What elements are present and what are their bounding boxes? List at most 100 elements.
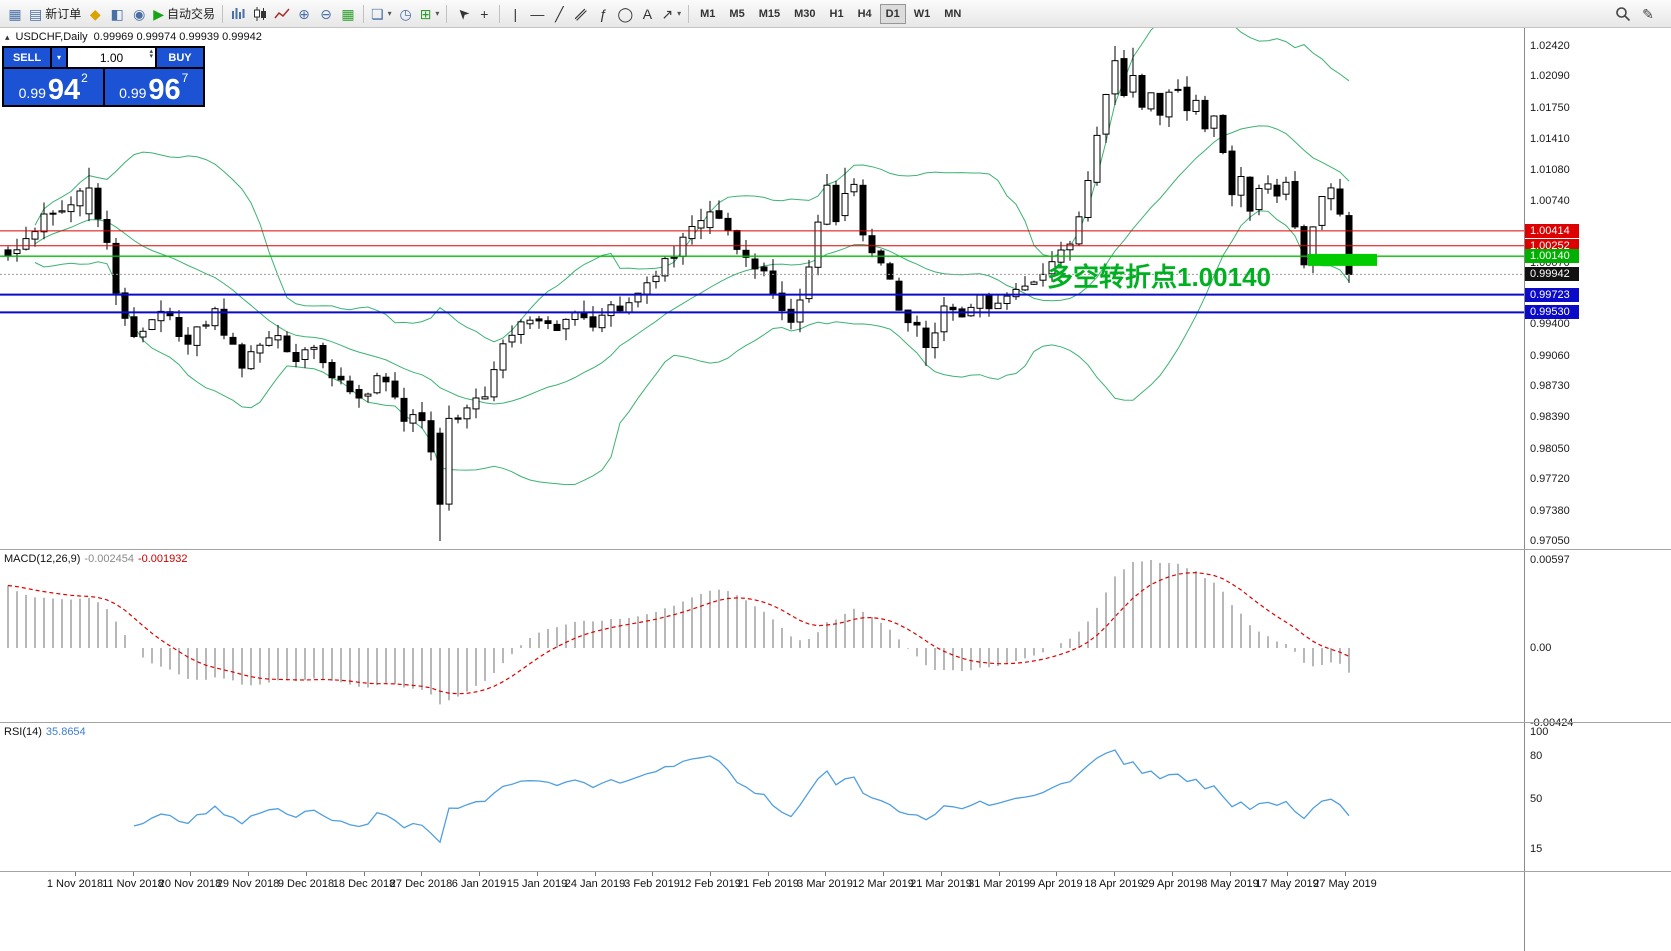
time-axis-tick xyxy=(1230,872,1231,876)
vertical-line-button[interactable]: | xyxy=(504,3,526,25)
price-axis[interactable]: 1.02420 1.02090 1.01750 1.01410 1.01080 1.007… xyxy=(1524,28,1671,951)
buy-price-button[interactable]: 0.99 96 7 xyxy=(104,69,203,105)
sell-button[interactable]: SELL xyxy=(4,48,50,67)
candle xyxy=(148,319,156,331)
candle xyxy=(616,305,624,312)
timeframe-mn-button[interactable]: MN xyxy=(944,7,962,20)
candle xyxy=(76,190,84,207)
candle xyxy=(1255,188,1263,211)
date-label: 12 Feb 2019 xyxy=(679,878,741,890)
horizontal-lines-layer xyxy=(0,230,1524,314)
date-label: 3 Feb 2019 xyxy=(624,878,680,890)
navigator-button[interactable]: ◉ xyxy=(128,3,150,25)
volume-value: 1.00 xyxy=(99,50,124,65)
line-chart-button[interactable] xyxy=(271,3,293,25)
period-button[interactable]: ◷ xyxy=(395,3,417,25)
highlight-rectangle[interactable] xyxy=(1308,253,1377,266)
volume-down-icon[interactable]: ▾ xyxy=(149,52,153,60)
main-chart-canvas[interactable] xyxy=(0,28,1524,549)
pivot-annotation[interactable]: 多空转折点1.00140 xyxy=(1047,262,1271,292)
volume-up-icon[interactable]: ▴ xyxy=(149,48,153,55)
candle xyxy=(490,369,498,398)
horizontal-line-button[interactable]: — xyxy=(526,3,548,25)
candle xyxy=(904,309,912,324)
candle xyxy=(1336,188,1344,215)
one-click-collapse-button[interactable]: ▴ xyxy=(5,31,10,42)
market-watch-button[interactable]: ◆ xyxy=(84,3,106,25)
volume-stepper[interactable]: ▴ ▾ xyxy=(149,48,153,60)
timeframe-m15-button[interactable]: M15 xyxy=(758,7,781,20)
candle xyxy=(1246,176,1254,212)
candle xyxy=(670,256,678,259)
candle xyxy=(481,396,489,400)
candlestick-chart-button[interactable] xyxy=(249,3,271,25)
candle xyxy=(301,349,309,360)
buy-button[interactable]: BUY xyxy=(157,48,203,67)
zoom-in-button[interactable]: ⊕ xyxy=(293,3,315,25)
candle xyxy=(931,332,939,349)
timeframe-m5-button[interactable]: M5 xyxy=(729,7,745,20)
rsi-panel-canvas[interactable] xyxy=(0,723,1524,871)
candle xyxy=(1138,75,1146,108)
timeframe-h1-button[interactable]: H1 xyxy=(829,7,844,20)
time-axis-tick xyxy=(190,872,191,876)
search-button[interactable] xyxy=(1612,3,1634,25)
candle xyxy=(535,318,543,322)
candle xyxy=(607,304,615,317)
indicators-icon: ⊞ xyxy=(419,5,432,22)
date-label: 12 Mar 2019 xyxy=(852,878,914,890)
arrow-tool-button[interactable]: ↗ ▾ xyxy=(658,3,684,25)
time-axis[interactable]: 1 Nov 2018 11 Nov 2018 20 Nov 2018 29 Nov 2… xyxy=(0,872,1524,898)
data-window-button[interactable]: ◧ xyxy=(106,3,128,25)
zoom-out-button[interactable]: ⊖ xyxy=(315,3,337,25)
candle xyxy=(1219,114,1227,153)
candle xyxy=(193,326,201,346)
panel-separator[interactable] xyxy=(0,722,1671,723)
channel-button[interactable]: ∥ xyxy=(570,3,592,25)
fibonacci-button[interactable]: ƒ xyxy=(592,3,614,25)
auto-trading-button[interactable]: ▶ 自动交易 xyxy=(150,3,218,25)
grid-button[interactable]: ▦ xyxy=(337,3,359,25)
candle xyxy=(841,193,849,217)
candle xyxy=(652,275,660,283)
candle xyxy=(1174,88,1182,91)
macd-panel-canvas[interactable] xyxy=(0,550,1524,722)
candle xyxy=(1210,115,1218,129)
candle xyxy=(256,344,264,354)
candle xyxy=(220,308,228,336)
sell-price-button[interactable]: 0.99 94 2 xyxy=(4,69,103,105)
candle xyxy=(283,335,291,353)
time-axis-tick xyxy=(1287,872,1288,876)
date-label: 15 Jan 2019 xyxy=(506,878,568,890)
panel-separator[interactable] xyxy=(0,549,1671,550)
candle xyxy=(778,292,786,312)
timeframe-m1-button[interactable]: M1 xyxy=(700,7,716,20)
price-axis-label: 1.01750 xyxy=(1530,102,1570,114)
panel-separator[interactable] xyxy=(0,871,1671,872)
edit-button[interactable]: ✎ xyxy=(1637,3,1659,25)
date-label: 18 Dec 2018 xyxy=(332,878,396,890)
timeframe-w1-button[interactable]: W1 xyxy=(913,7,931,20)
timeframe-d1-button[interactable]: D1 xyxy=(879,3,906,24)
trendline-button[interactable]: ╱ xyxy=(548,3,570,25)
ellipse-button[interactable]: ◯ xyxy=(614,3,636,25)
timeframe-h4-button[interactable]: H4 xyxy=(857,7,872,20)
new-chart-button[interactable]: ▦ xyxy=(4,3,26,25)
candle xyxy=(175,317,183,337)
new-order-button[interactable]: ▤ 新订单 xyxy=(26,3,84,25)
tile-windows-button[interactable]: ❏ ▾ xyxy=(368,3,395,25)
indicators-button[interactable]: ⊞ ▾ xyxy=(417,3,443,25)
time-axis-tick xyxy=(595,872,596,876)
cursor-button[interactable]: ➤ xyxy=(451,3,473,25)
bar-chart-button[interactable] xyxy=(227,3,249,25)
text-button[interactable]: A xyxy=(636,3,658,25)
timeframe-m30-button[interactable]: M30 xyxy=(794,7,816,20)
volume-input[interactable]: 1.00 ▴ ▾ xyxy=(68,48,155,67)
new-chart-icon: ▦ xyxy=(8,5,22,22)
price-axis-label: 1.01080 xyxy=(1530,164,1570,176)
toolbar-separator xyxy=(499,4,501,23)
crosshair-button[interactable]: + xyxy=(473,3,495,25)
order-type-dropdown[interactable]: ▾ xyxy=(52,48,66,67)
time-axis-tick xyxy=(1056,872,1057,876)
line-chart-icon xyxy=(274,8,290,18)
